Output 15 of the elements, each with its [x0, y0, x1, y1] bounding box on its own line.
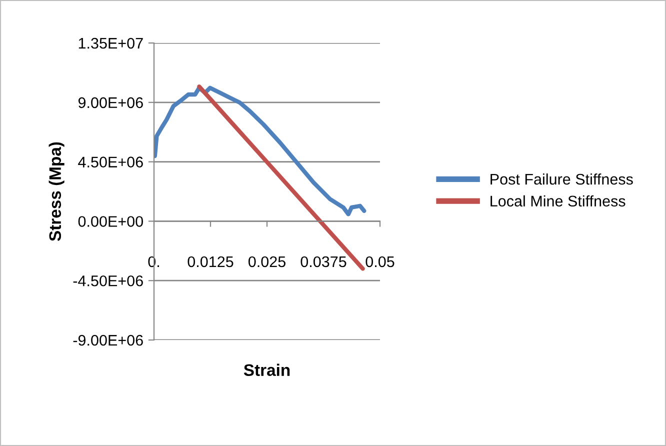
x-tick-label: 0.025 — [248, 256, 286, 268]
y-axis-title: Stress (Mpa) — [48, 142, 64, 242]
legend-label: Post Failure Stiffness — [490, 173, 633, 185]
y-tick-label: 1.35E+07 — [78, 38, 143, 49]
line-series — [154, 86, 366, 216]
y-tick-label: 4.50E+06 — [78, 156, 143, 168]
x-tick-label: 0.0375 — [300, 256, 346, 268]
x-tick-label: 0.05 — [366, 256, 394, 268]
y-tick-label: 9.00E+06 — [78, 97, 143, 108]
y-tick-label: 0.00E+00 — [78, 216, 143, 227]
legend-label: Local Mine Stiffness — [490, 195, 626, 207]
x-axis-title: Strain — [244, 364, 290, 376]
x-tick-label: 0.0125 — [188, 256, 234, 268]
y-tick-label: -9.00E+06 — [73, 334, 143, 346]
y-tick-label: -4.50E+06 — [73, 275, 143, 286]
